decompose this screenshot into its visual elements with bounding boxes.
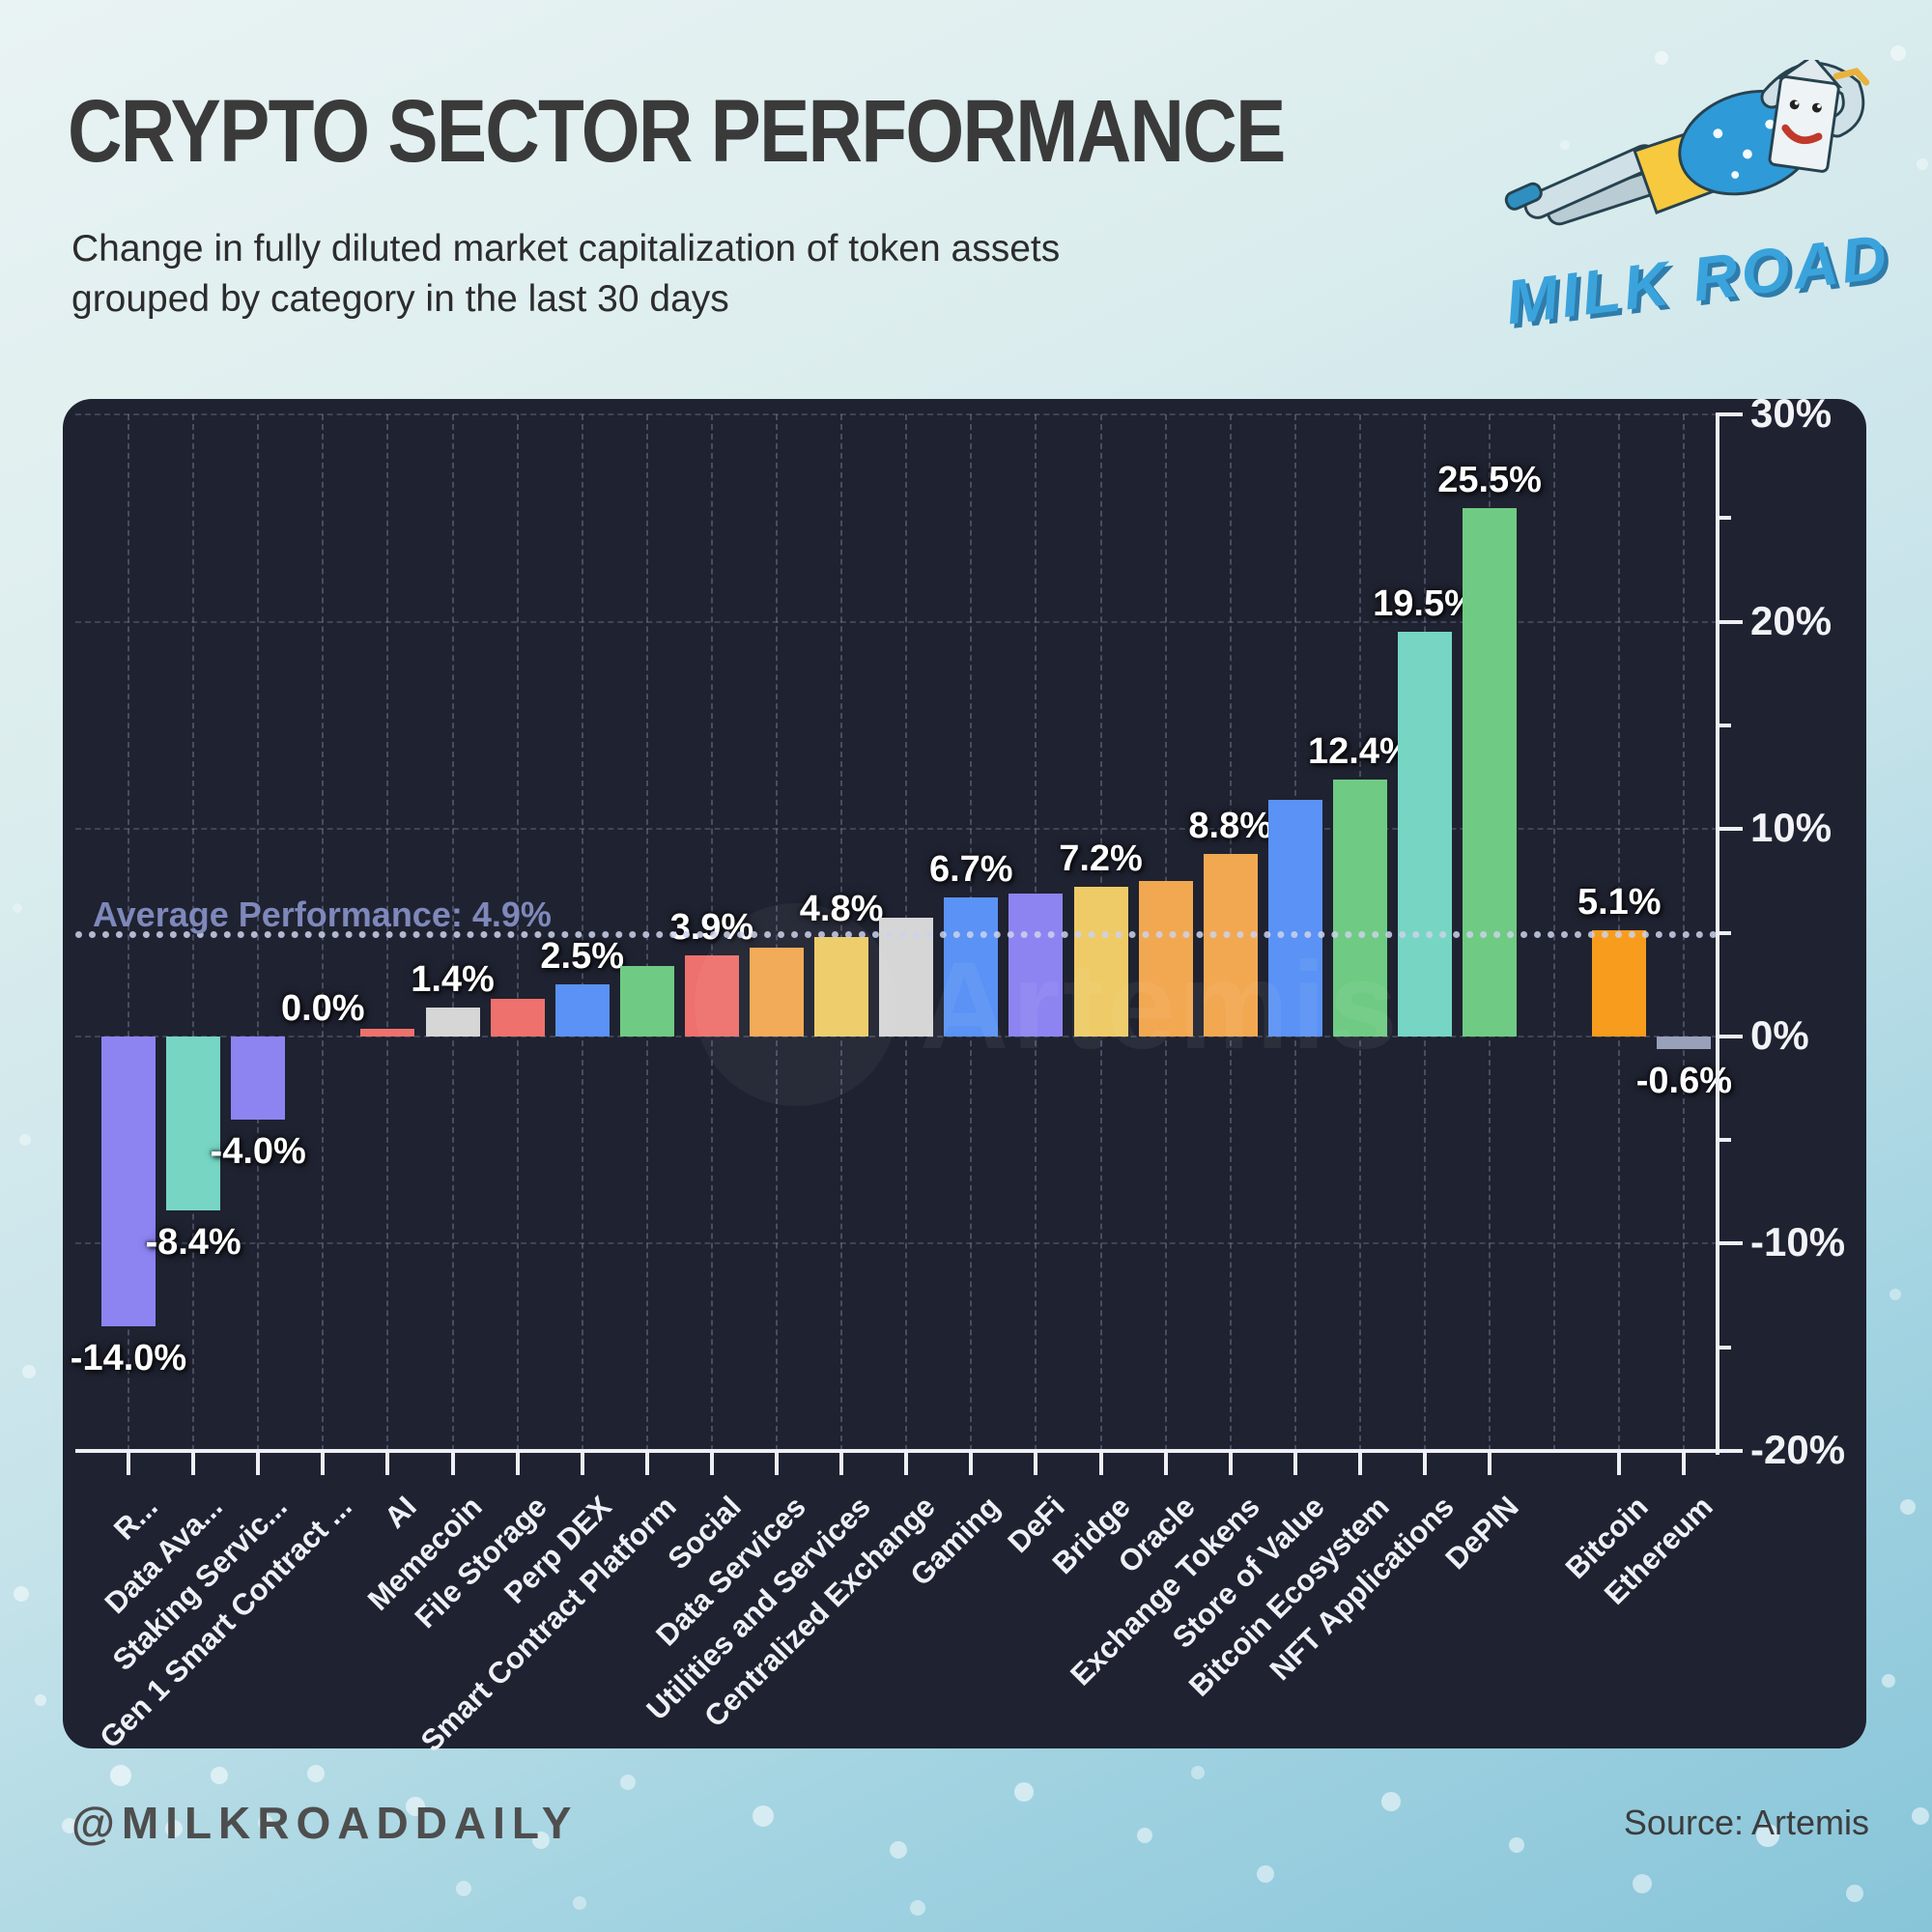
artemis-watermark-text: Artemis: [920, 937, 1401, 1075]
horizontal-gridline: [75, 828, 1718, 831]
bar-utilities-and-services: [814, 936, 869, 1037]
y-axis-tick-major: [1718, 412, 1743, 416]
x-axis-tick: [580, 1451, 584, 1475]
x-axis-tick: [775, 1451, 779, 1475]
subtitle-line-1: Change in fully diluted market capitaliz…: [71, 228, 1061, 270]
x-axis-tick: [1163, 1451, 1168, 1475]
y-axis-label: -20%: [1750, 1427, 1846, 1472]
y-axis-tick-major: [1718, 1241, 1743, 1246]
chart-panel: [63, 399, 1866, 1748]
x-axis-tick: [1488, 1451, 1492, 1475]
bar-value-label: -4.0%: [210, 1130, 306, 1172]
y-axis-label: 20%: [1750, 597, 1833, 643]
y-axis-label: 30%: [1750, 390, 1833, 436]
x-axis-tick: [709, 1451, 714, 1475]
bar-r: [101, 1036, 156, 1327]
x-axis-tick: [1423, 1451, 1427, 1475]
y-axis-tick-major: [1718, 1034, 1743, 1038]
x-axis-tick: [1293, 1451, 1297, 1475]
horizontal-gridline: [75, 620, 1718, 623]
bar-staking-servic: [231, 1036, 286, 1120]
bar-data-ava: [166, 1036, 221, 1211]
bar-value-label: 4.8%: [799, 888, 884, 929]
bar-social: [684, 955, 739, 1037]
y-axis-label: 0%: [1750, 1011, 1809, 1058]
bar-ai: [360, 1029, 415, 1037]
bar-value-label: 5.1%: [1577, 882, 1662, 923]
y-axis-tick-minor: [1718, 1345, 1731, 1350]
bar-value-label: 7.2%: [1059, 838, 1143, 880]
x-axis-tick: [321, 1451, 326, 1475]
bar-value-label: 3.9%: [669, 907, 754, 949]
x-axis-tick: [904, 1451, 909, 1475]
bar-bitcoin: [1592, 930, 1647, 1037]
milk-carton-mascot: [1504, 60, 1870, 226]
y-axis-label: 10%: [1750, 805, 1833, 851]
y-axis-label: -10%: [1750, 1219, 1846, 1265]
bar-defi: [1009, 893, 1064, 1037]
bar-value-label: 8.8%: [1188, 805, 1272, 846]
bar-value-label: -14.0%: [70, 1338, 187, 1379]
bar-value-label: -8.4%: [145, 1222, 242, 1264]
x-axis-tick: [127, 1451, 130, 1475]
bar-value-label: 2.5%: [540, 936, 624, 978]
bar-perp-dex: [554, 984, 610, 1037]
bar-ethereum: [1657, 1036, 1712, 1049]
bar-memecoin: [425, 1007, 480, 1037]
average-performance-line: [75, 931, 1718, 938]
x-axis-tick: [385, 1451, 390, 1475]
bar-file-storage: [490, 999, 545, 1037]
y-axis-tick-minor: [1718, 516, 1731, 521]
bar-value-label: 12.4%: [1308, 730, 1412, 772]
bar-value-label: -0.6%: [1635, 1060, 1733, 1101]
x-axis-tick: [1034, 1451, 1038, 1475]
source-credit: Source: Artemis: [1623, 1803, 1869, 1842]
subtitle-line-2: grouped by category in the last 30 days: [71, 278, 729, 321]
bar-bitcoin-ecosystem: [1332, 779, 1387, 1037]
x-axis-tick: [1228, 1451, 1233, 1475]
average-performance-label: Average Performance: 4.9%: [93, 895, 552, 934]
bar-value-label: 19.5%: [1373, 583, 1477, 625]
bar-exchange-tokens: [1203, 853, 1258, 1037]
horizontal-gridline: [75, 1242, 1718, 1245]
bar-value-label: 1.4%: [411, 958, 495, 1000]
y-axis-tick-major: [1718, 827, 1743, 832]
bar-data-services: [750, 947, 804, 1037]
y-axis-tick-minor: [1718, 930, 1731, 935]
x-axis-tick: [515, 1451, 520, 1475]
x-axis-tick: [969, 1451, 974, 1475]
bar-bridge: [1073, 887, 1128, 1037]
y-axis-tick-major: [1718, 1449, 1743, 1453]
x-axis-tick: [839, 1451, 844, 1475]
bar-value-label: 6.7%: [928, 849, 1013, 891]
bar-depin: [1463, 507, 1518, 1037]
x-axis-tick: [1617, 1451, 1622, 1475]
bar-value-label: 25.5%: [1437, 459, 1542, 500]
x-axis-line: [75, 1449, 1721, 1453]
bar-value-label: 0.0%: [280, 987, 365, 1029]
bar-oracle: [1138, 880, 1193, 1037]
horizontal-gridline: [75, 413, 1718, 415]
x-axis-tick: [450, 1451, 455, 1475]
bar-gaming: [944, 897, 999, 1037]
y-axis-tick-minor: [1718, 1138, 1731, 1143]
bar-store-of-value: [1267, 800, 1322, 1037]
bar-nft-applications: [1398, 632, 1452, 1037]
x-axis-tick: [256, 1451, 261, 1475]
page-title: CRYPTO SECTOR PERFORMANCE: [68, 82, 1286, 181]
page-subtitle: Change in fully diluted market capitaliz…: [71, 224, 1060, 326]
milk-road-logo: MILK ROAD MILK ROAD: [1502, 60, 1895, 340]
x-axis-tick: [1098, 1451, 1103, 1475]
horizontal-gridline: [75, 1035, 1718, 1037]
x-axis-tick: [1357, 1451, 1362, 1475]
y-axis-tick-minor: [1718, 723, 1731, 727]
x-axis-tick: [644, 1451, 649, 1475]
y-axis-tick-major: [1718, 619, 1743, 624]
bar-smart-contract-platform: [619, 965, 674, 1037]
x-axis-tick: [1682, 1451, 1687, 1475]
x-axis-tick: [191, 1451, 196, 1475]
social-handle: @MILKROADDAILY: [71, 1798, 579, 1848]
